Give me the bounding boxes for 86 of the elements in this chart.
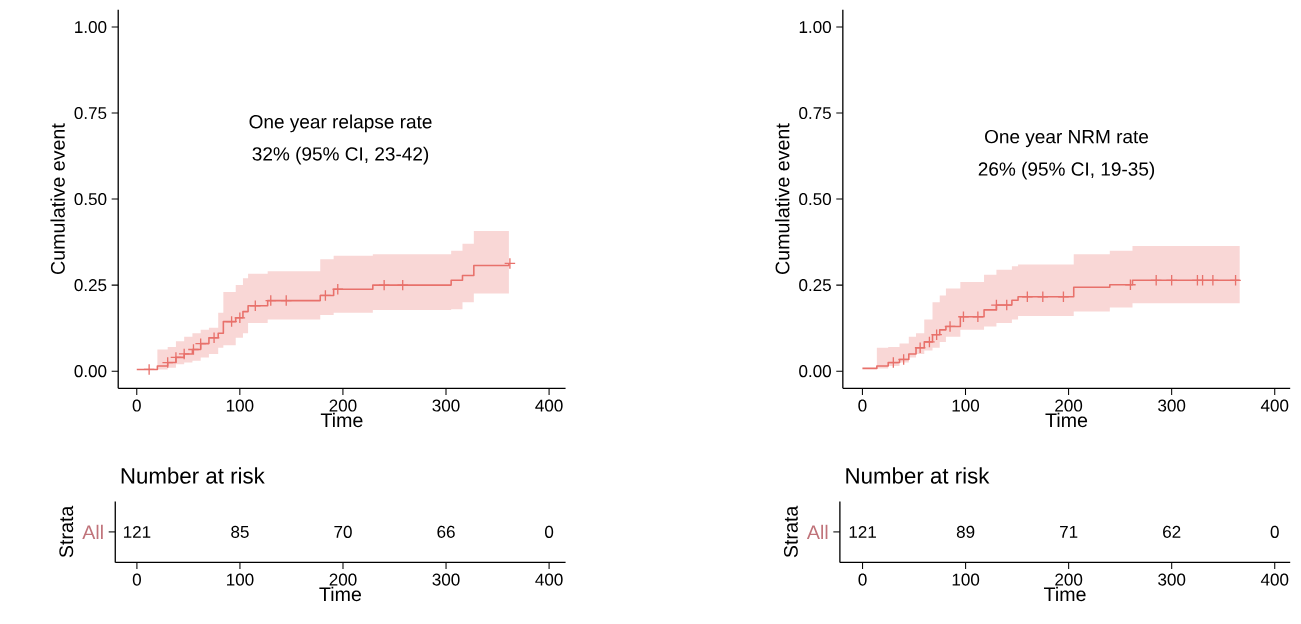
y-tick-label: 0.25 bbox=[74, 278, 107, 291]
y-axis-title: Strata bbox=[783, 505, 798, 558]
x-tick-label: 0 bbox=[858, 573, 867, 586]
x-tick-label: 100 bbox=[952, 399, 980, 412]
y-axis-title: Cumulative event bbox=[50, 123, 65, 274]
point bbox=[1057, 290, 1070, 303]
point bbox=[194, 337, 207, 350]
x-tick-label: 300 bbox=[1158, 573, 1186, 586]
point bbox=[249, 299, 262, 312]
x-tick-label: 400 bbox=[1260, 573, 1289, 586]
point bbox=[225, 315, 238, 328]
y-tick-label: 0.50 bbox=[799, 192, 831, 205]
data-label: 71 bbox=[1060, 525, 1078, 538]
y-axis-title: Strata bbox=[59, 505, 74, 558]
x-tick-label: 0 bbox=[858, 399, 867, 412]
x-tick-label: 0 bbox=[132, 573, 141, 586]
data-label: 85 bbox=[231, 525, 249, 538]
y-tick-label: 1.00 bbox=[75, 20, 107, 33]
point bbox=[930, 328, 943, 341]
y-tick-label: 0.25 bbox=[799, 278, 831, 291]
y-tick-label: 0.50 bbox=[74, 192, 107, 205]
data-label: 89 bbox=[956, 525, 975, 538]
data-label: 66 bbox=[437, 525, 455, 538]
y-tick-label: All bbox=[82, 524, 103, 539]
annotation: 32% (95% CI, 23-42) bbox=[252, 146, 429, 165]
point bbox=[990, 299, 1003, 311]
point bbox=[1229, 274, 1242, 287]
point bbox=[1150, 274, 1163, 287]
x-tick-label: 200 bbox=[329, 573, 357, 586]
point bbox=[1000, 299, 1013, 311]
y-tick-label: 1.00 bbox=[799, 20, 831, 33]
point bbox=[914, 341, 927, 354]
point bbox=[944, 320, 956, 333]
chart-title: Number at risk bbox=[121, 467, 265, 484]
data-label: 0 bbox=[1270, 525, 1279, 538]
x-tick-label: 0 bbox=[132, 399, 141, 412]
point bbox=[1124, 278, 1137, 291]
x-axis-title: Time bbox=[320, 412, 363, 428]
y-axis-title: Cumulative event bbox=[775, 123, 790, 274]
x-tick-label: 300 bbox=[432, 573, 460, 586]
y-tick-label: 0.00 bbox=[74, 364, 107, 378]
x-tick-label: 400 bbox=[1260, 399, 1289, 412]
point bbox=[504, 257, 516, 270]
x-axis-title: Time bbox=[1043, 586, 1086, 602]
data-label: 121 bbox=[849, 525, 876, 538]
point bbox=[187, 343, 200, 356]
point bbox=[264, 294, 277, 307]
data-label: 0 bbox=[545, 525, 554, 538]
point bbox=[161, 356, 174, 369]
point bbox=[280, 294, 293, 307]
point bbox=[170, 351, 182, 364]
x-tick-label: 100 bbox=[952, 573, 980, 586]
point bbox=[178, 347, 191, 360]
data-label: 121 bbox=[123, 525, 151, 538]
point bbox=[1165, 274, 1178, 287]
point bbox=[1036, 290, 1049, 303]
x-tick-label: 200 bbox=[1055, 573, 1083, 586]
y-tick-label: 0.75 bbox=[799, 106, 831, 119]
point bbox=[233, 311, 246, 324]
x-tick-label: 400 bbox=[535, 399, 563, 412]
x-axis-title: Time bbox=[1045, 412, 1088, 428]
x-tick-label: 200 bbox=[1055, 399, 1083, 412]
y-tick-label: All bbox=[806, 524, 828, 539]
x-tick-label: 100 bbox=[226, 399, 254, 412]
point bbox=[319, 289, 332, 302]
point bbox=[208, 331, 220, 344]
x-tick-label: 300 bbox=[432, 399, 460, 412]
point bbox=[396, 279, 409, 291]
data-label: 70 bbox=[334, 525, 352, 538]
point bbox=[1021, 290, 1034, 303]
chart-title: Number at risk bbox=[846, 467, 990, 484]
data-label: 62 bbox=[1163, 525, 1181, 538]
x-axis-title: Time bbox=[319, 586, 362, 602]
point bbox=[331, 283, 344, 295]
point bbox=[971, 310, 984, 323]
y-tick-label: 0.75 bbox=[74, 106, 107, 119]
x-tick-label: 200 bbox=[329, 399, 357, 412]
x-tick-label: 100 bbox=[227, 573, 254, 586]
x-tick-label: 300 bbox=[1158, 399, 1186, 412]
annotation: 26% (95% CI, 19-35) bbox=[978, 161, 1155, 180]
annotation: One year relapse rate bbox=[249, 114, 432, 133]
point bbox=[957, 310, 970, 323]
x-tick-label: 400 bbox=[535, 573, 563, 586]
y-tick-label: 0.00 bbox=[799, 364, 831, 378]
point bbox=[143, 363, 156, 376]
annotation: One year NRM rate bbox=[985, 129, 1149, 147]
